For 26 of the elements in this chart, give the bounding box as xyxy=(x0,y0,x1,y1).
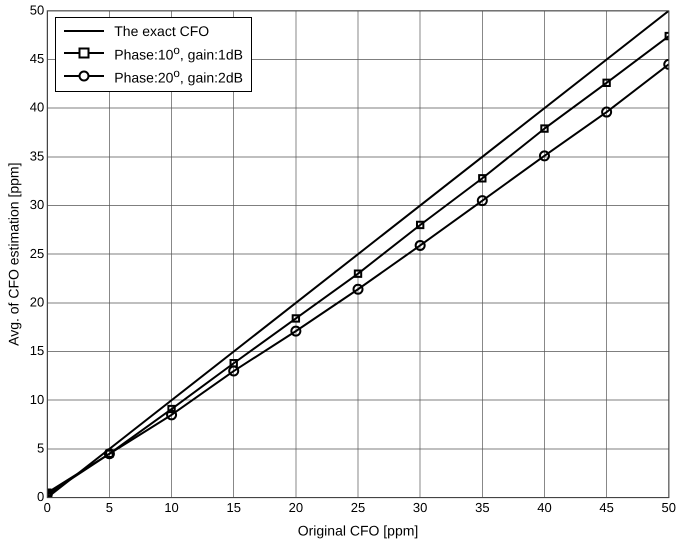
legend-label: Phase:20$^{o}$, gain:2dB xyxy=(114,66,243,88)
x-tick-label: 45 xyxy=(599,500,614,515)
x-tick-label: 25 xyxy=(350,500,366,515)
y-tick-label: 20 xyxy=(30,294,44,310)
x-tick-label: 35 xyxy=(475,500,490,515)
y-tick-label: 5 xyxy=(37,440,44,456)
x-tick-label: 30 xyxy=(412,500,428,515)
legend-label: The exact CFO xyxy=(114,22,210,41)
legend-label: Phase:10$^{o}$, gain:1dB xyxy=(114,42,243,64)
x-tick-label: 5 xyxy=(106,500,114,515)
y-tick-label: 45 xyxy=(30,51,44,66)
y-tick-label: 25 xyxy=(30,246,44,261)
x-tick-label: 20 xyxy=(288,500,304,515)
x-tick-label: 15 xyxy=(226,500,241,515)
x-tick-label: 50 xyxy=(662,500,676,515)
y-tick-label: 0 xyxy=(37,489,44,504)
y-tick-label: 15 xyxy=(30,343,44,358)
y-tick-label: 40 xyxy=(30,100,44,115)
x-tick-label: 10 xyxy=(164,500,179,515)
x-axis-title: Original CFO [ppm] xyxy=(298,522,418,538)
y-tick-label: 10 xyxy=(30,392,44,407)
y-tick-label: 50 xyxy=(30,2,44,18)
y-tick-label: 30 xyxy=(30,197,44,212)
y-tick-label: 35 xyxy=(30,148,44,164)
x-tick-label: 40 xyxy=(537,500,552,515)
y-axis-title: Avg. of CFO estimation [ppm] xyxy=(5,162,22,346)
